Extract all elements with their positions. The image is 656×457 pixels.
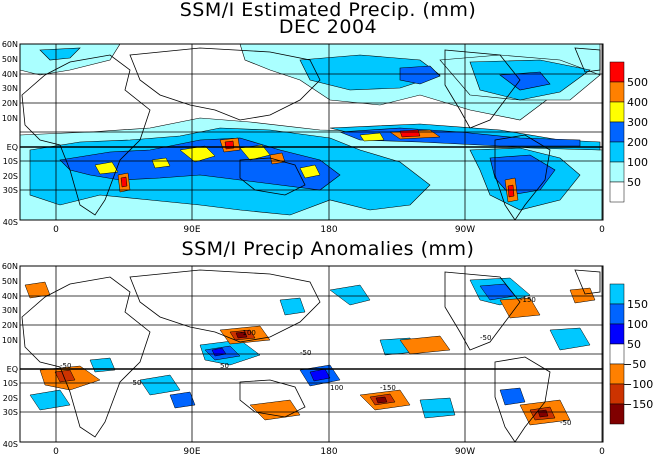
lat-label: 50N — [2, 277, 18, 286]
anomaly-fields: -100 -50 -150 -150 -50 50 100 -50 -50 -5… — [21, 269, 601, 442]
legend-label: 300 — [627, 116, 648, 129]
legend-label: −150 — [623, 398, 653, 411]
contour-label: -50 — [60, 362, 71, 370]
contour-label: -50 — [560, 419, 571, 427]
legend-swatch — [609, 323, 625, 345]
map-title-line1: SSM/I Estimated Precip. (mm) — [179, 0, 477, 21]
legend-swatch — [609, 81, 625, 103]
lat-label: EQ — [7, 143, 18, 152]
lon-label: 90W — [455, 225, 475, 235]
legend-swatch — [609, 141, 625, 163]
precip-lon-labels: 0 90E 180 90W 0 — [53, 225, 605, 235]
legend-swatch — [609, 383, 625, 405]
legend-swatch — [609, 161, 625, 183]
lat-label: 30N — [2, 306, 18, 315]
lat-label: 50N — [2, 55, 18, 64]
legend-swatch — [609, 61, 625, 83]
lat-label: 10N — [2, 336, 18, 345]
lon-label: 0 — [53, 447, 59, 457]
legend-label: 100 — [627, 156, 648, 169]
lat-label: 60N — [2, 262, 18, 271]
lon-label: 0 — [599, 447, 605, 457]
legend-swatch — [609, 101, 625, 123]
lat-label: 30N — [2, 84, 18, 93]
anomaly-map-frame — [19, 265, 604, 443]
lat-label: 40S — [3, 440, 18, 449]
contour-label: 100 — [330, 384, 343, 392]
lat-label: 60N — [2, 40, 18, 49]
legend-swatch — [609, 283, 625, 305]
legend-label: 400 — [627, 96, 648, 109]
precip-map-grid — [20, 44, 603, 220]
lat-label: 40N — [2, 292, 18, 301]
legend-swatch — [609, 363, 625, 385]
lon-label: 180 — [320, 447, 337, 457]
contour-label: 50 — [220, 362, 229, 370]
lat-label: 10S — [3, 379, 18, 388]
precip-color-legend: 500 400 300 200 100 50 — [609, 61, 648, 203]
lon-label: 0 — [599, 225, 605, 235]
anomaly-map-grid — [20, 266, 603, 442]
lat-label: 30S — [3, 408, 18, 417]
legend-label: 200 — [627, 136, 648, 149]
anomaly-lon-labels: 0 90E 180 90W 0 — [53, 447, 605, 457]
contour-label: -100 — [240, 329, 256, 337]
precip-lat-labels: 60N 50N 40N 30N 20N 10N EQ 10S 20S 30S 4… — [2, 40, 18, 227]
lat-label: 20S — [3, 394, 18, 403]
lon-label: 90E — [183, 447, 200, 457]
map-title-line2: DEC 2004 — [278, 16, 378, 38]
legend-label: −50 — [623, 358, 646, 371]
lon-label: 180 — [320, 225, 337, 235]
lon-label: 0 — [53, 225, 59, 235]
legend-swatch — [609, 181, 625, 203]
lat-label: 10S — [3, 157, 18, 166]
legend-label: 100 — [627, 318, 648, 331]
anomaly-lat-labels: 60N 50N 40N 30N 20N 10N EQ 10S 20S 30S 4… — [2, 262, 18, 449]
legend-label: 500 — [627, 76, 648, 89]
legend-label: 50 — [627, 338, 641, 351]
lat-label: 40N — [2, 70, 18, 79]
anomaly-color-legend: 150 100 50 −50 −100 −150 — [609, 283, 653, 425]
lat-label: 20N — [2, 99, 18, 108]
lat-label: EQ — [7, 365, 18, 374]
lon-label: 90E — [183, 225, 200, 235]
contour-label: -150 — [380, 384, 396, 392]
anomaly-map-title: SSM/I Precip Anomalies (mm) — [181, 238, 475, 260]
lat-label: 10N — [2, 114, 18, 123]
precip-fields — [20, 44, 603, 220]
lon-label: 90W — [455, 447, 475, 457]
lat-label: 20N — [2, 321, 18, 330]
legend-swatch — [609, 121, 625, 143]
lat-label: 40S — [3, 218, 18, 227]
contour-label: -50 — [300, 349, 311, 357]
legend-label: 50 — [627, 176, 641, 189]
lat-label: 20S — [3, 172, 18, 181]
legend-label: −100 — [623, 378, 653, 391]
legend-swatch — [609, 343, 625, 365]
anomaly-map-panel: -100 -50 -150 -150 -50 50 100 -50 -50 -5… — [2, 262, 653, 457]
precip-map-frame — [19, 43, 604, 221]
legend-swatch — [609, 303, 625, 325]
legend-swatch — [609, 403, 625, 425]
contour-label: -50 — [480, 334, 491, 342]
lat-label: 30S — [3, 186, 18, 195]
contour-label: -150 — [520, 296, 536, 304]
legend-label: 150 — [627, 298, 648, 311]
precip-map-panel: 60N 50N 40N 30N 20N 10N EQ 10S 20S 30S 4… — [2, 40, 648, 235]
